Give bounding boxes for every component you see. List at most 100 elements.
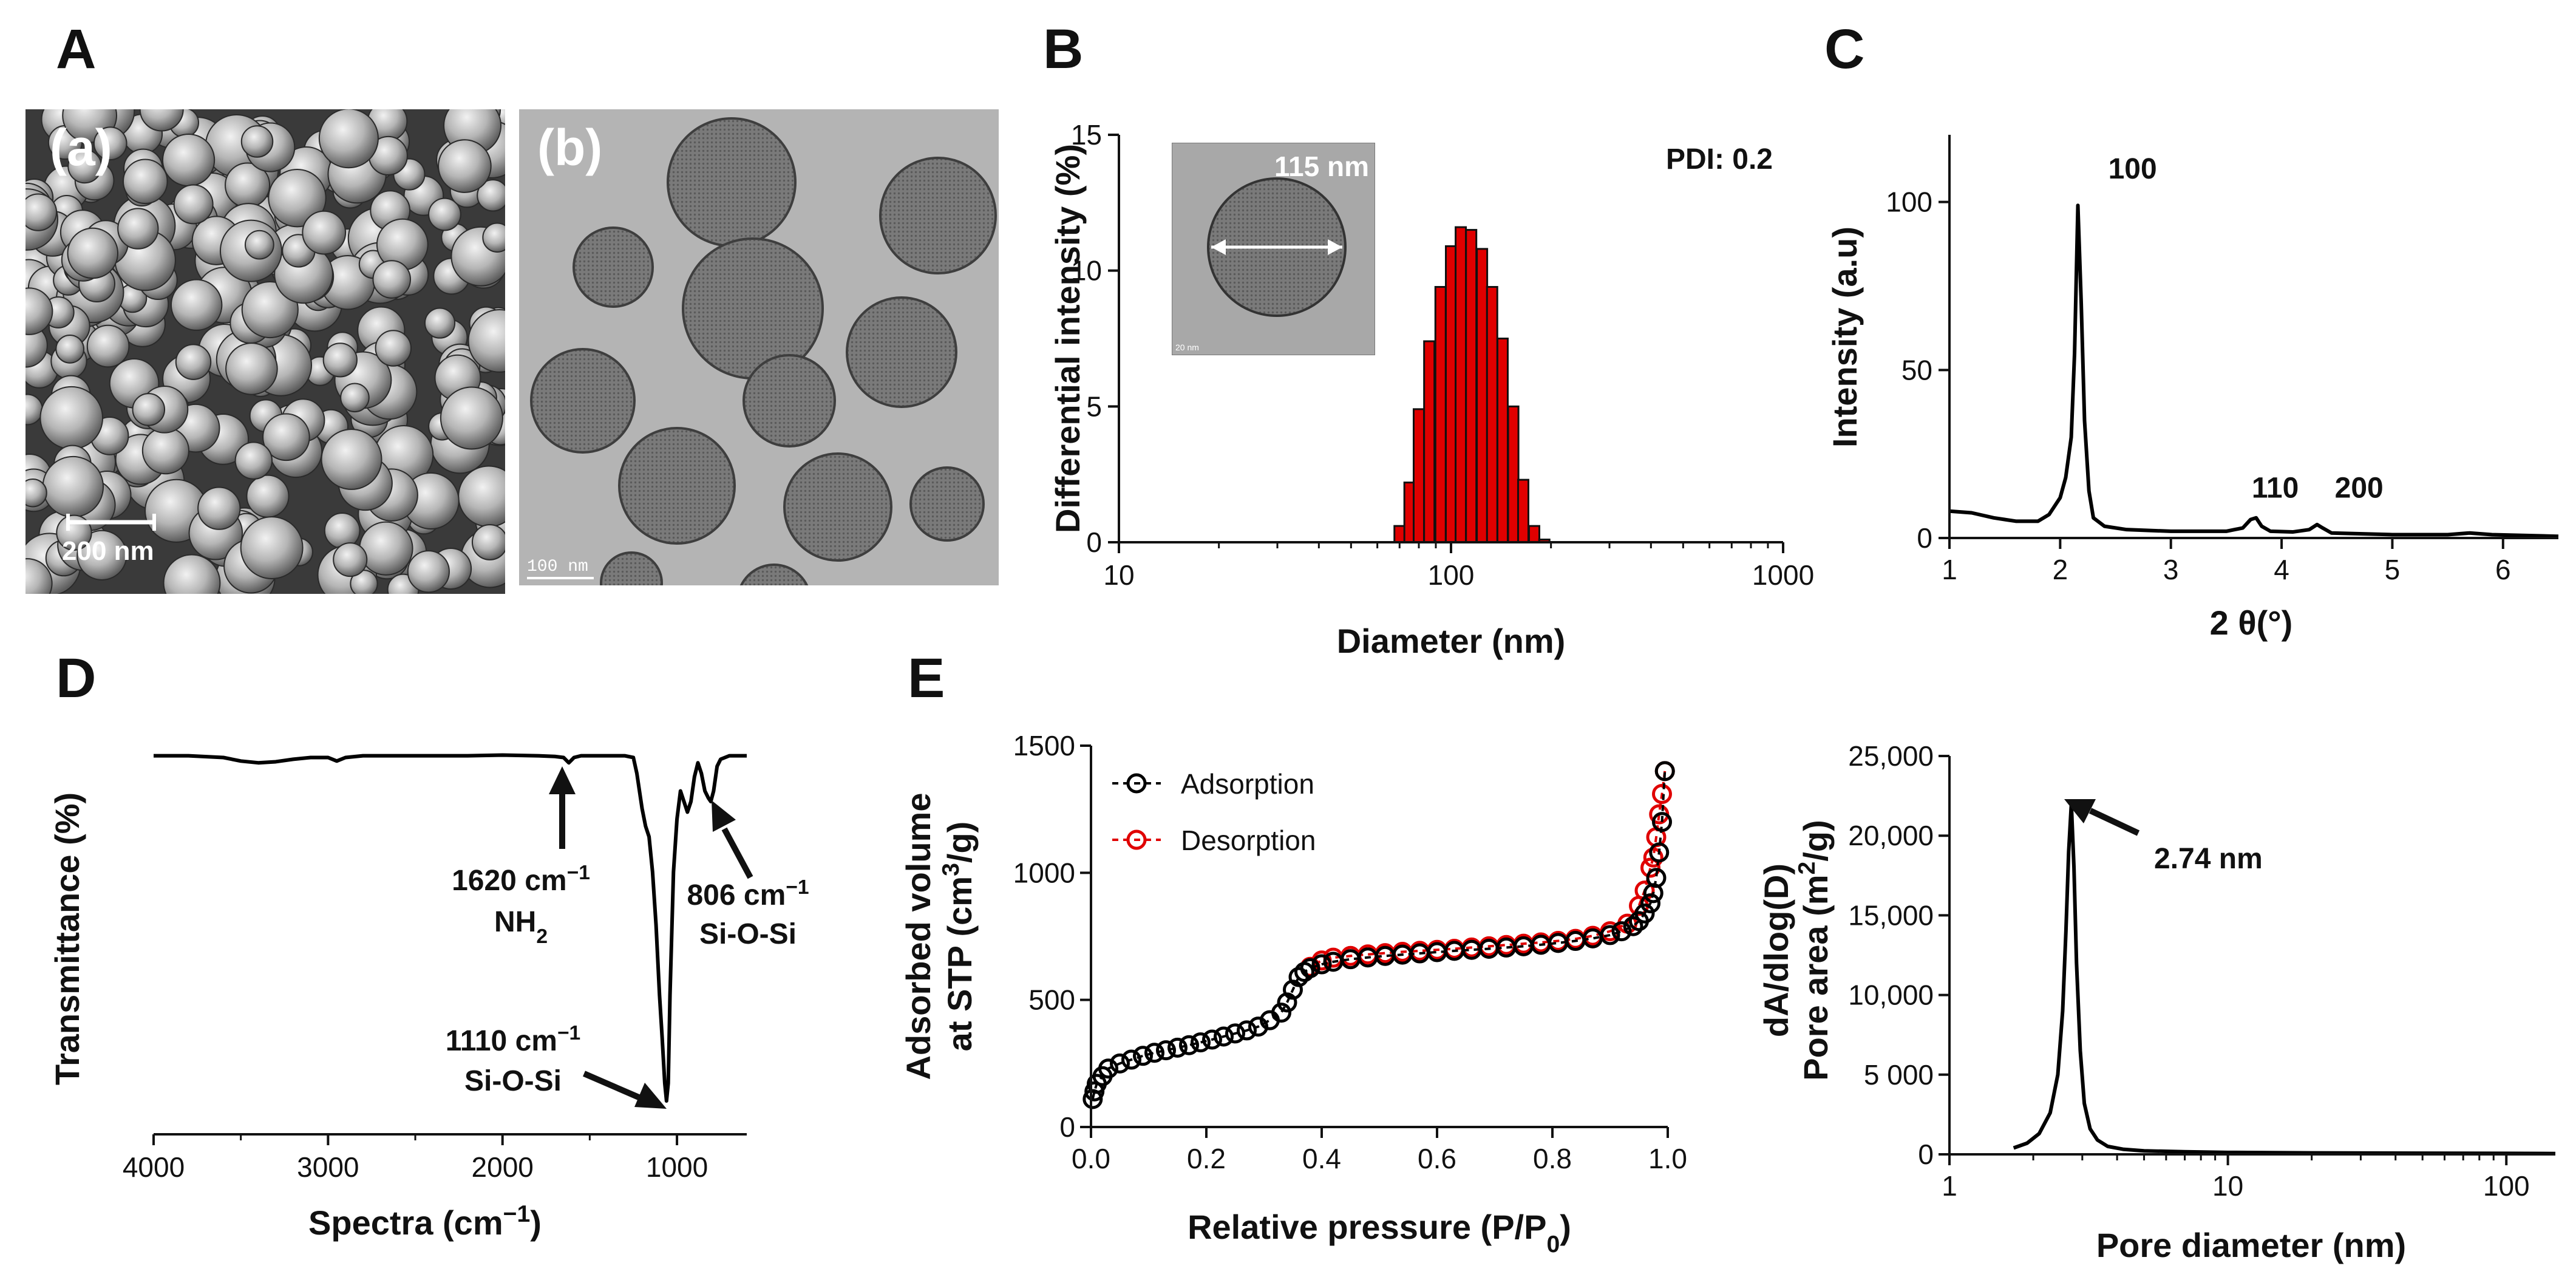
tem-particle xyxy=(530,348,636,454)
arrowhead-1110 xyxy=(634,1083,667,1109)
x-axis-label: Spectra (cm−1) xyxy=(308,1201,542,1242)
sem-particle xyxy=(161,133,216,187)
histogram-bar xyxy=(1445,245,1457,543)
sem-particle xyxy=(246,474,290,518)
sem-particle xyxy=(428,197,461,231)
chart-b: 0 5 10 15 10 100 1000 Diameter (nm) Differential… xyxy=(1048,119,1814,660)
sem-particle xyxy=(322,342,358,378)
histogram-bar xyxy=(1455,226,1467,543)
tem-label: (b) xyxy=(537,119,602,176)
x-tick-label: 2000 xyxy=(472,1151,534,1183)
sem-particle xyxy=(333,542,368,577)
inset-arrowhead-right xyxy=(1328,239,1342,255)
peak-arrowhead xyxy=(2064,799,2096,823)
sem-particle xyxy=(467,308,505,373)
x-tick-label: 0.6 xyxy=(1418,1143,1456,1174)
sem-particle xyxy=(234,441,273,480)
histogram-bar xyxy=(1507,405,1520,543)
sem-particle xyxy=(318,109,379,169)
histogram-bar xyxy=(1393,525,1406,543)
annotation-siosi-1110: Si-O-Si xyxy=(464,1065,562,1097)
desorption-point xyxy=(1640,857,1660,878)
sem-particle xyxy=(350,570,378,594)
x-tick-label: 1.0 xyxy=(1648,1143,1687,1174)
tem-particle xyxy=(879,157,997,274)
chart-c: 0 50 100 1 2 3 4 5 6 100 110 200 2 θ(°) Intensity (a.… xyxy=(1826,135,2559,642)
annotation-1110: 1110 cm−1 xyxy=(446,1022,581,1058)
tem-scale-text: 100 nm xyxy=(527,557,588,576)
sem-particle xyxy=(225,342,278,395)
sem-particle xyxy=(268,168,327,228)
sem-particle xyxy=(39,386,104,450)
x-tick-label: 1 xyxy=(1942,554,1957,585)
y-axis-label-1: dA/dlog(D) xyxy=(1757,863,1795,1037)
saxs-curve xyxy=(1949,203,2559,539)
adsorption-point xyxy=(1191,1032,1211,1053)
sem-particle xyxy=(117,208,159,250)
arrowhead-806 xyxy=(712,800,736,832)
tem-particle xyxy=(846,296,957,408)
tem-particle xyxy=(667,117,797,247)
adsorption-point xyxy=(1311,954,1332,975)
sem-particle xyxy=(458,465,505,528)
sem-particle xyxy=(25,193,58,231)
histogram-bar xyxy=(1412,408,1425,543)
sem-particle xyxy=(141,427,189,475)
panel-label-c: C xyxy=(1824,18,1864,80)
adsorption-point xyxy=(1214,1026,1234,1047)
inset-size-label: 115 nm xyxy=(1274,151,1369,182)
x-tick-label: 5 xyxy=(2385,554,2401,585)
adsorption-point xyxy=(1179,1035,1199,1055)
tem-particle xyxy=(573,226,654,308)
x-tick-label: 4000 xyxy=(123,1151,185,1183)
sem-particle xyxy=(340,383,370,413)
y-tick-label: 0 xyxy=(1086,526,1102,558)
sem-particle xyxy=(123,158,168,205)
sem-particle xyxy=(139,109,184,132)
adsorption-point xyxy=(1654,761,1675,782)
peak-label: 100 xyxy=(2109,153,2157,185)
y-tick-label: 0 xyxy=(1059,1111,1075,1143)
adsorption-point xyxy=(1144,1043,1164,1063)
legend-label-desorption: Desorption xyxy=(1181,825,1316,856)
sem-particle xyxy=(240,516,304,580)
x-tick-label: 10 xyxy=(2212,1170,2243,1202)
adsorption-point xyxy=(1600,925,1620,945)
y-tick-label: 1500 xyxy=(1013,730,1075,761)
legend-marker xyxy=(1126,773,1147,794)
y-tick-label: 10,000 xyxy=(1848,979,1934,1011)
y-tick-label: 10 xyxy=(1071,255,1102,287)
sem-particle xyxy=(173,184,214,225)
x-axis-label: Relative pressure (P/P0) xyxy=(1188,1208,1571,1258)
y-axis-label-2: at STP (cm3/g) xyxy=(938,822,979,1052)
adsorption-point xyxy=(1156,1040,1176,1061)
adsorption-point xyxy=(1640,893,1660,914)
sem-particle xyxy=(93,126,127,161)
x-axis-label: Pore diameter (nm) xyxy=(2096,1226,2406,1264)
sem-particle xyxy=(482,222,505,253)
x-tick-label: 1 xyxy=(1942,1170,1957,1202)
tem-particle xyxy=(618,427,736,545)
sem-particle xyxy=(359,521,413,576)
x-tick-label: 100 xyxy=(1428,559,1475,591)
sem-particle xyxy=(375,330,412,367)
sem-particle xyxy=(25,287,53,335)
legend-label-adsorption: Adsorption xyxy=(1181,768,1314,800)
adsorption-point xyxy=(1634,903,1655,924)
sem-particle xyxy=(132,393,166,426)
y-axis-label: Intensity (a.u) xyxy=(1826,226,1864,448)
sem-particle xyxy=(67,227,119,279)
panel-label-b: B xyxy=(1043,18,1083,80)
histogram-bar xyxy=(1423,340,1436,543)
adsorption-point xyxy=(1110,1053,1130,1074)
arrow-806 xyxy=(721,827,753,879)
tem-particle xyxy=(783,452,892,562)
y-axis-label-1: Adsorbed volume xyxy=(899,793,937,1080)
panel-label-a: A xyxy=(56,18,96,80)
adsorption-point xyxy=(1611,921,1632,942)
sem-particle xyxy=(440,386,503,450)
histogram-bar xyxy=(1434,286,1447,543)
tem-image: (b) 100 nm xyxy=(519,109,999,585)
sem-label: (a) xyxy=(50,119,112,176)
